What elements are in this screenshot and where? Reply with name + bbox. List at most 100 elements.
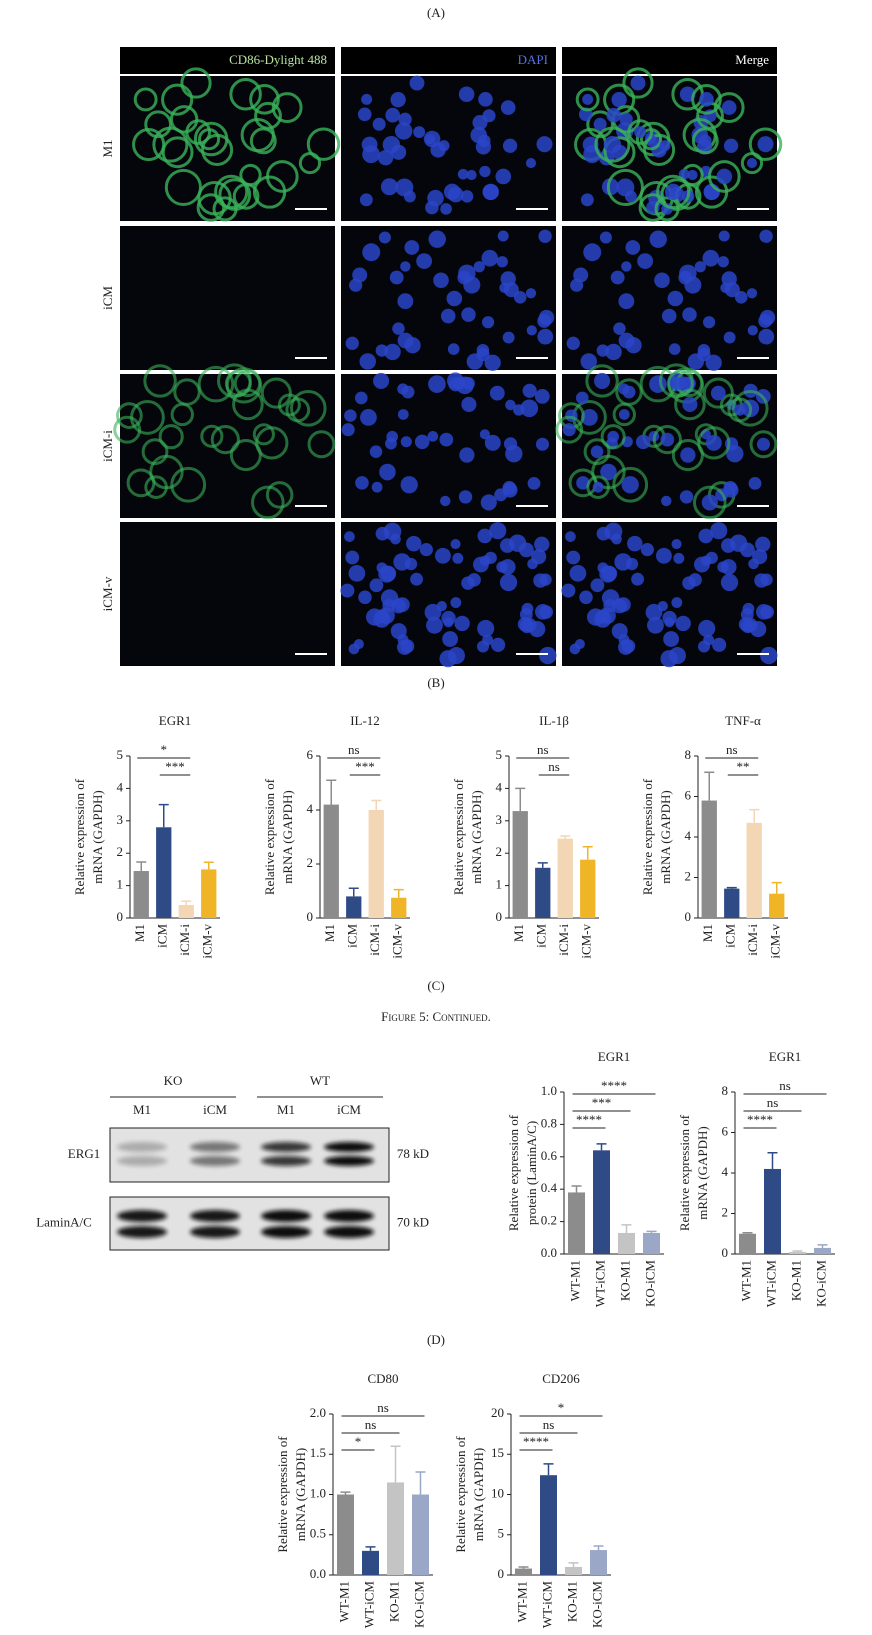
- nucleus: [663, 631, 680, 647]
- nucleus: [481, 249, 499, 267]
- nucleus: [400, 476, 418, 494]
- cell-stain: [126, 468, 156, 498]
- x-tick-label: iCM: [345, 924, 360, 948]
- nucleus: [716, 168, 733, 185]
- nucleus: [574, 639, 585, 650]
- significance-label: ***: [592, 1095, 612, 1110]
- nucleus: [397, 409, 409, 420]
- nucleus: [355, 476, 369, 490]
- nucleus: [720, 573, 739, 592]
- error-bar: [390, 1445, 401, 1483]
- nucleus: [357, 107, 372, 122]
- nucleus: [625, 557, 639, 571]
- nucleus: [649, 230, 667, 248]
- nucleus: [443, 183, 461, 201]
- cell-stain: [212, 196, 238, 222]
- cell-stain: [600, 424, 626, 450]
- nucleus: [710, 522, 728, 540]
- y-tick-label: 0: [117, 909, 124, 924]
- error-bar: [771, 881, 782, 894]
- significance-label: ns: [348, 742, 360, 757]
- nucleus: [624, 190, 637, 203]
- band: [324, 1156, 374, 1166]
- nucleus: [406, 535, 422, 552]
- x-tick-label: WT-M1: [567, 1260, 582, 1301]
- y-tick-label: 10: [491, 1485, 504, 1500]
- nucleus: [525, 288, 537, 299]
- error-bar: [568, 1562, 579, 1567]
- panel-label: (C): [427, 978, 444, 993]
- nucleus: [434, 547, 451, 564]
- band: [261, 1142, 311, 1152]
- nucleus: [687, 353, 704, 370]
- y-tick-label: 0: [498, 1566, 505, 1581]
- cell-stain: [200, 424, 224, 448]
- x-tick-label: WT-M1: [336, 1581, 351, 1622]
- nucleus: [392, 322, 405, 335]
- y-axis-label: mRNA (GAPDH): [293, 1448, 308, 1542]
- x-tick-label: KO-iCM: [411, 1581, 426, 1628]
- cell-stain: [185, 119, 212, 145]
- nucleus: [675, 615, 691, 632]
- significance-label: ****: [576, 1112, 602, 1127]
- nucleus: [477, 528, 493, 544]
- band: [190, 1142, 240, 1152]
- nucleus: [404, 557, 418, 571]
- band: [324, 1142, 374, 1152]
- bar: [515, 1568, 532, 1575]
- nucleus: [378, 231, 391, 244]
- nucleus: [502, 331, 515, 344]
- nucleus: [682, 396, 698, 412]
- error-bar: [348, 887, 359, 897]
- nucleus: [361, 93, 373, 105]
- bar: [337, 1494, 354, 1575]
- nucleus: [562, 423, 576, 437]
- cell-stain: [694, 423, 717, 446]
- lane-label: iCM: [337, 1102, 361, 1117]
- nucleus: [618, 293, 635, 310]
- error-bar: [596, 1143, 607, 1151]
- nucleus: [505, 399, 516, 411]
- nucleus: [538, 229, 552, 243]
- nucleus: [497, 230, 509, 242]
- nucleus: [447, 647, 465, 665]
- y-tick-label: 0.2: [541, 1213, 557, 1228]
- x-tick-label: iCM-i: [745, 924, 760, 956]
- chart-title: EGR1: [769, 1049, 802, 1064]
- nucleus: [403, 190, 416, 203]
- bar: [764, 1168, 781, 1254]
- nucleus: [518, 542, 534, 558]
- chart-title: IL-1β: [539, 713, 569, 728]
- significance-label: ****: [601, 1078, 627, 1093]
- bar: [580, 859, 596, 918]
- column-label: CD86-Dylight 488: [229, 52, 327, 67]
- cell-stain: [555, 415, 584, 444]
- nucleus: [757, 136, 774, 153]
- bar: [643, 1232, 660, 1254]
- group-label: KO: [164, 1073, 183, 1088]
- nucleus: [482, 316, 495, 329]
- nucleus: [647, 616, 664, 634]
- error-bar: [365, 1546, 376, 1551]
- nucleus: [667, 290, 684, 307]
- micrograph: [120, 226, 335, 370]
- x-tick-label: KO-M1: [617, 1260, 632, 1301]
- cell-stain: [161, 136, 194, 169]
- nucleus: [341, 423, 355, 437]
- column-label: DAPI: [518, 52, 548, 67]
- nucleus: [671, 538, 682, 550]
- cell-stain: [180, 67, 212, 99]
- nucleus: [353, 639, 364, 650]
- bar: [739, 1233, 756, 1254]
- error-bar: [158, 803, 169, 828]
- nucleus: [594, 372, 611, 389]
- nucleus: [668, 343, 681, 355]
- nucleus: [659, 140, 671, 152]
- nucleus: [573, 267, 589, 283]
- nucleus: [460, 190, 474, 203]
- bar: [540, 1475, 557, 1575]
- nucleus: [440, 495, 451, 507]
- nucleus: [345, 550, 360, 565]
- y-tick-label: 0.0: [541, 1245, 557, 1260]
- significance-label: **: [737, 759, 750, 774]
